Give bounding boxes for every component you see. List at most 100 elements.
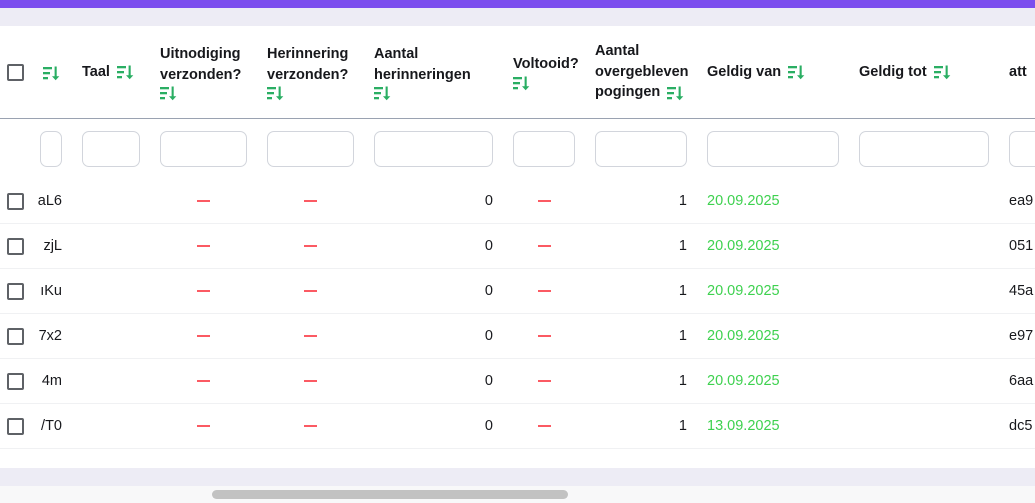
horizontal-scrollbar-thumb[interactable] bbox=[212, 490, 568, 499]
table-row[interactable]: 7x2 0 1 20.09.2025 e97 bbox=[0, 314, 1035, 359]
filter-cell-geldig-tot[interactable] bbox=[849, 131, 999, 167]
table-row[interactable]: zjL 0 1 20.09.2025 051 bbox=[0, 224, 1035, 269]
empty-value-dash-icon bbox=[304, 335, 317, 337]
column-header-label: Geldig van bbox=[707, 63, 782, 80]
column-header-geldig-van[interactable]: Geldig van bbox=[697, 62, 849, 83]
cell-aantal-overgebleven-pogingen: 1 bbox=[678, 328, 687, 344]
filter-cell-aantal-overgebleven-pogingen[interactable] bbox=[585, 131, 697, 167]
top-toolbar-band bbox=[0, 8, 1035, 26]
empty-value-dash-icon bbox=[197, 425, 210, 427]
row-select-checkbox[interactable] bbox=[6, 372, 24, 390]
cell-voltooid bbox=[503, 200, 585, 202]
cell-geldig-van: 20.09.2025 bbox=[697, 238, 849, 254]
column-header-att[interactable]: att bbox=[999, 62, 1035, 83]
cell-att: e97 bbox=[1009, 328, 1034, 344]
filter-input-uitnodiging[interactable] bbox=[160, 131, 247, 167]
column-header-aantal-overgebleven-pogingen[interactable]: Aantal overgebleven pogingen bbox=[585, 41, 697, 103]
filter-input-herinnering[interactable] bbox=[267, 131, 354, 167]
filter-cell-taal[interactable] bbox=[72, 131, 150, 167]
filter-cell-uitnodiging[interactable] bbox=[150, 131, 257, 167]
cell-aantal-herinneringen: 0 bbox=[484, 283, 493, 299]
cell-geldig-van: 13.09.2025 bbox=[697, 418, 849, 434]
filter-cell-herinnering[interactable] bbox=[257, 131, 364, 167]
column-header-geldig-tot[interactable]: Geldig tot bbox=[849, 62, 999, 83]
cell-aantal-herinneringen: 0 bbox=[484, 418, 493, 434]
data-table: Taal Uitnodiging verzonden? Herinnering … bbox=[0, 26, 1035, 468]
filter-input-aantal-overgebleven-pogingen[interactable] bbox=[595, 131, 687, 167]
sort-icon[interactable] bbox=[116, 65, 134, 80]
empty-value-dash-icon bbox=[537, 200, 551, 202]
cell-taal: ıKu bbox=[40, 283, 62, 299]
sort-icon[interactable] bbox=[788, 65, 805, 80]
row-select-checkbox[interactable] bbox=[6, 282, 24, 300]
table-header-row: Taal Uitnodiging verzonden? Herinnering … bbox=[0, 26, 1035, 119]
sort-icon[interactable] bbox=[267, 86, 284, 101]
row-select-checkbox[interactable] bbox=[6, 237, 24, 255]
empty-value-dash-icon bbox=[304, 290, 317, 292]
column-header-label-line2: herinneringen bbox=[374, 66, 471, 83]
cell-att: dc5 bbox=[1009, 418, 1033, 434]
table-row[interactable]: aL6 0 1 20.09.2025 ea9 bbox=[0, 179, 1035, 224]
column-header-voltooid[interactable]: Voltooid? bbox=[503, 54, 585, 90]
column-header-uitnodiging-verzonden[interactable]: Uitnodiging verzonden? bbox=[150, 44, 257, 101]
cell-att: 051 bbox=[1009, 238, 1034, 254]
cell-uitnodiging-verzonden bbox=[150, 380, 257, 382]
cell-uitnodiging-verzonden bbox=[150, 425, 257, 427]
cell-geldig-van: 20.09.2025 bbox=[697, 328, 849, 344]
row-select-checkbox[interactable] bbox=[6, 417, 24, 435]
date-value: 20.09.2025 bbox=[707, 328, 780, 344]
cell-geldig-van: 20.09.2025 bbox=[697, 373, 849, 389]
sort-icon[interactable] bbox=[160, 86, 177, 101]
cell-taal: 4m bbox=[41, 373, 62, 389]
row-select-checkbox[interactable] bbox=[6, 327, 24, 345]
filter-input-voltooid[interactable] bbox=[513, 131, 575, 167]
cell-herinnering-verzonden bbox=[257, 425, 364, 427]
cell-att: 6aa bbox=[1009, 373, 1034, 389]
filter-input-sort0[interactable] bbox=[40, 131, 62, 167]
sort-icon[interactable] bbox=[933, 65, 951, 80]
row-select-cell[interactable] bbox=[0, 282, 30, 300]
sort-icon[interactable] bbox=[42, 66, 60, 81]
filter-cell-aantal-herinneringen[interactable] bbox=[364, 131, 503, 167]
row-select-cell[interactable] bbox=[0, 417, 30, 435]
cell-taal: zjL bbox=[43, 238, 62, 254]
column-header-sort-only[interactable] bbox=[30, 65, 72, 80]
column-header-herinnering-verzonden[interactable]: Herinnering verzonden? bbox=[257, 44, 364, 101]
column-header-aantal-herinneringen[interactable]: Aantal herinneringen bbox=[364, 44, 503, 101]
row-select-cell[interactable] bbox=[0, 192, 30, 210]
filter-cell-sort0[interactable] bbox=[30, 131, 72, 167]
filter-input-geldig-tot[interactable] bbox=[859, 131, 989, 167]
filter-cell-geldig-van[interactable] bbox=[697, 131, 849, 167]
filter-cell-att[interactable] bbox=[999, 131, 1035, 167]
filter-cell-voltooid[interactable] bbox=[503, 131, 585, 167]
row-select-checkbox[interactable] bbox=[6, 192, 24, 210]
sort-icon[interactable] bbox=[667, 86, 684, 101]
sort-icon[interactable] bbox=[374, 86, 391, 101]
table-row[interactable]: 4m 0 1 20.09.2025 6aa bbox=[0, 359, 1035, 404]
cell-aantal-overgebleven-pogingen: 1 bbox=[678, 373, 687, 389]
filter-input-aantal-herinneringen[interactable] bbox=[374, 131, 493, 167]
column-header-taal[interactable]: Taal bbox=[72, 62, 150, 83]
select-all-header-cell[interactable] bbox=[0, 63, 30, 81]
empty-value-dash-icon bbox=[537, 245, 551, 247]
table-row[interactable]: ıKu 0 1 20.09.2025 45a bbox=[0, 269, 1035, 314]
sort-icon[interactable] bbox=[513, 76, 530, 91]
cell-herinnering-verzonden bbox=[257, 335, 364, 337]
cell-uitnodiging-verzonden bbox=[150, 290, 257, 292]
cell-taal: 7x2 bbox=[38, 328, 62, 344]
table-row[interactable]: /T0 0 1 13.09.2025 dc5 bbox=[0, 404, 1035, 449]
date-value: 13.09.2025 bbox=[707, 418, 780, 434]
filter-input-att[interactable] bbox=[1009, 131, 1035, 167]
row-select-cell[interactable] bbox=[0, 237, 30, 255]
row-select-cell[interactable] bbox=[0, 327, 30, 345]
filter-input-geldig-van[interactable] bbox=[707, 131, 839, 167]
empty-value-dash-icon bbox=[537, 335, 551, 337]
row-select-cell[interactable] bbox=[0, 372, 30, 390]
select-all-checkbox[interactable] bbox=[6, 63, 24, 81]
cell-aantal-overgebleven-pogingen: 1 bbox=[678, 238, 687, 254]
table-filter-row bbox=[0, 119, 1035, 179]
column-header-label-line1: Herinnering bbox=[267, 45, 349, 62]
filter-input-taal[interactable] bbox=[82, 131, 140, 167]
cell-aantal-herinneringen: 0 bbox=[484, 238, 493, 254]
cell-uitnodiging-verzonden bbox=[150, 335, 257, 337]
